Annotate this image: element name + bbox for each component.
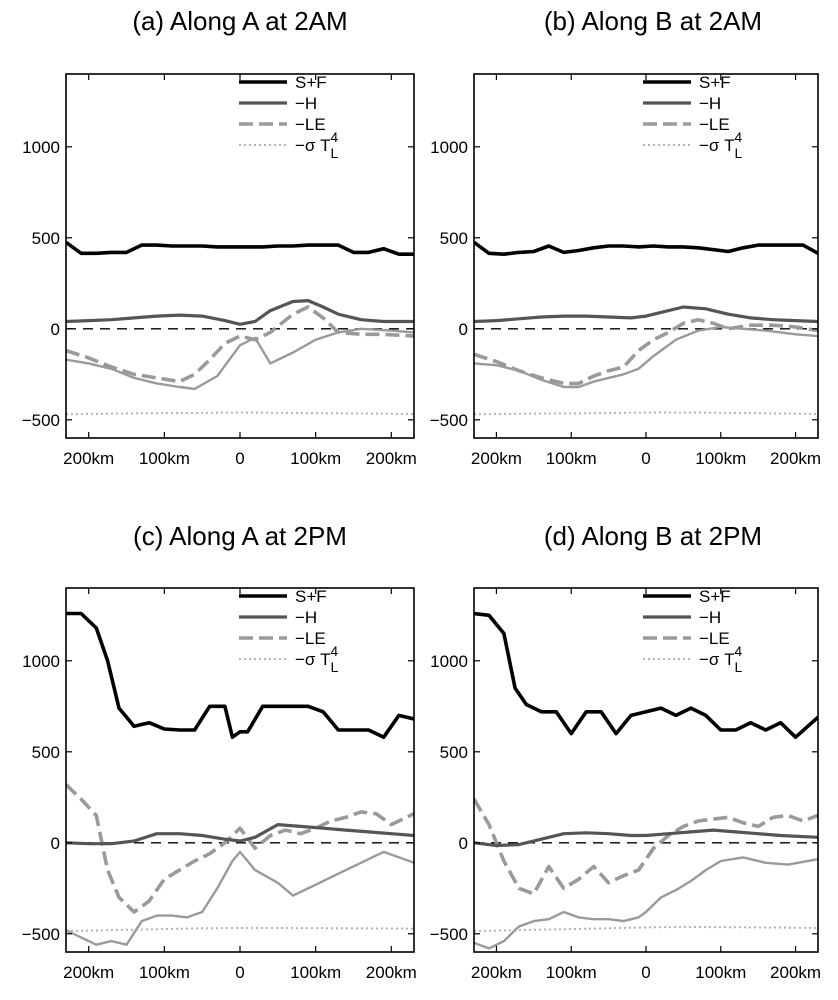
legend-label: S+F <box>699 587 731 606</box>
y-tick-label: 0 <box>51 320 60 339</box>
panel-b: (b) Along B at 2AM −500 0 500 1000 200km 100km… <box>430 6 821 468</box>
x-tick-label: 100km <box>139 449 190 468</box>
x-tick-label: 0 <box>235 963 244 982</box>
x-tick-label: 0 <box>641 449 650 468</box>
legend-label: −σ TL4 <box>295 643 339 675</box>
series-line-2 <box>474 798 818 896</box>
y-tick-label: 1000 <box>430 652 468 671</box>
series-line-3 <box>474 411 818 416</box>
chart-title: (d) Along B at 2PM <box>544 521 762 551</box>
x-tick-label: 100km <box>695 963 746 982</box>
legend-label: −LE <box>699 629 730 648</box>
x-tick-label: 200km <box>471 449 522 468</box>
series-line-1 <box>66 822 414 846</box>
chart-title: (c) Along A at 2PM <box>133 521 347 551</box>
x-tick-label: 200km <box>366 963 417 982</box>
legend-label: −LE <box>699 115 730 134</box>
legend-label: −σ TL4 <box>699 129 743 161</box>
x-tick-label: 200km <box>366 449 417 468</box>
plot-frame <box>473 587 819 953</box>
series-line-4 <box>474 856 818 950</box>
y-tick-label: 1000 <box>22 138 60 157</box>
legend-label: −H <box>295 608 317 627</box>
series-line-3 <box>66 411 414 416</box>
x-tick-label: 100km <box>546 963 597 982</box>
legend-label: S+F <box>295 587 327 606</box>
panel-a: (a) Along A at 2AM −500 0 500 1000 200km 100km… <box>22 6 417 468</box>
x-tick-label: 200km <box>63 963 114 982</box>
series-line-2 <box>66 305 414 384</box>
series-line-2 <box>474 317 818 386</box>
x-tick-label: 200km <box>770 449 821 468</box>
legend-label: −σ TL4 <box>295 129 339 161</box>
plot-frame <box>65 73 415 439</box>
y-tick-label: −500 <box>430 925 468 944</box>
x-tick-label: 100km <box>546 449 597 468</box>
series-line-0 <box>474 240 818 256</box>
legend-label: −H <box>295 94 317 113</box>
y-tick-label: −500 <box>430 411 468 430</box>
panel-d: (d) Along B at 2PM −500 0 500 1000 200km 100km… <box>430 521 821 982</box>
legend-label: −LE <box>295 115 326 134</box>
legend-label: S+F <box>295 73 327 92</box>
series-line-1 <box>474 828 818 848</box>
y-tick-label: 0 <box>51 834 60 853</box>
legend-label: −σ TL4 <box>699 643 743 675</box>
x-tick-label: 100km <box>139 963 190 982</box>
x-tick-label: 200km <box>63 449 114 468</box>
x-tick-label: 100km <box>695 449 746 468</box>
x-tick-label: 0 <box>641 963 650 982</box>
series-line-0 <box>66 240 414 256</box>
series-line-4 <box>66 850 414 946</box>
series-line-1 <box>474 305 818 324</box>
legend-label: −H <box>699 608 721 627</box>
y-tick-label: −500 <box>22 925 60 944</box>
x-tick-label: 200km <box>471 963 522 982</box>
series-line-3 <box>474 925 818 933</box>
series-line-0 <box>474 611 818 740</box>
y-tick-label: −500 <box>22 411 60 430</box>
legend-label: −LE <box>295 629 326 648</box>
y-tick-label: 500 <box>32 743 60 762</box>
chart-title: (b) Along B at 2AM <box>544 6 762 36</box>
y-tick-label: 0 <box>459 834 468 853</box>
series-line-1 <box>66 299 414 326</box>
y-tick-label: 500 <box>32 229 60 248</box>
series-line-2 <box>66 783 414 914</box>
series-line-0 <box>66 611 414 740</box>
legend-label: S+F <box>699 73 731 92</box>
chart-title: (a) Along A at 2AM <box>132 6 347 36</box>
series-line-3 <box>66 927 414 933</box>
y-tick-label: 0 <box>459 320 468 339</box>
x-tick-label: 0 <box>235 449 244 468</box>
y-tick-label: 500 <box>440 743 468 762</box>
panel-c: (c) Along A at 2PM −500 0 500 1000 200km 100km… <box>22 521 417 982</box>
series-line-4 <box>474 325 818 389</box>
y-tick-label: 1000 <box>22 652 60 671</box>
legend-label: −H <box>699 94 721 113</box>
y-tick-label: 1000 <box>430 138 468 157</box>
x-tick-label: 200km <box>770 963 821 982</box>
plot-frame <box>473 73 819 439</box>
series-line-4 <box>66 327 414 391</box>
y-tick-label: 500 <box>440 229 468 248</box>
x-tick-label: 100km <box>290 963 341 982</box>
x-tick-label: 100km <box>290 449 341 468</box>
